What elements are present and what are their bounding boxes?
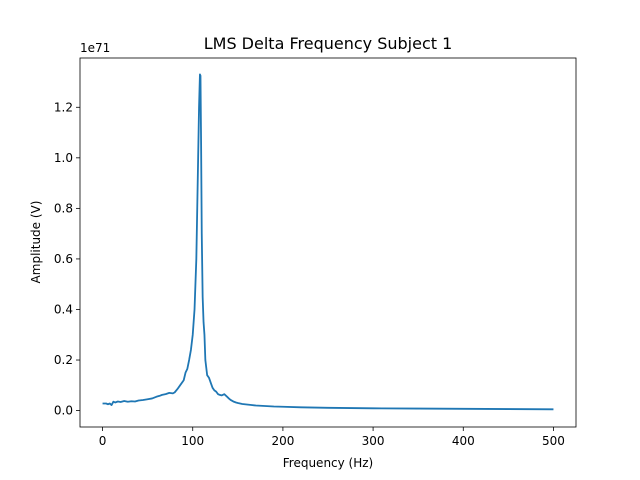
series-line-0 (102, 73, 554, 411)
x-tick-label: 100 (181, 434, 204, 448)
x-tick-label: 300 (362, 434, 385, 448)
x-axis-label: Frequency (Hz) (283, 456, 374, 470)
x-axis: 0 100 200 300 400 500 (99, 427, 565, 448)
y-tick-label: 0.2 (54, 353, 73, 367)
y-tick-label: 1.0 (54, 151, 73, 165)
x-tick-label: 400 (452, 434, 475, 448)
x-tick-label: 200 (271, 434, 294, 448)
plot-area (102, 73, 554, 411)
y-tick-label: 0.6 (54, 252, 73, 266)
x-tick-label: 500 (542, 434, 565, 448)
x-tick-label: 0 (99, 434, 107, 448)
y-tick-label: 0.4 (54, 302, 73, 316)
axes-frame (79, 57, 577, 428)
y-axis-label: Amplitude (V) (29, 201, 43, 284)
y-tick-label: 0.8 (54, 201, 73, 215)
chart-title: LMS Delta Frequency Subject 1 (204, 34, 453, 53)
y-tick-label: 1.2 (54, 100, 73, 114)
y-multiplier-label: 1e71 (80, 41, 110, 55)
y-axis: 0.0 0.2 0.4 0.6 0.8 1.0 1.2 (54, 100, 80, 418)
y-tick-label: 0.0 (54, 404, 73, 418)
